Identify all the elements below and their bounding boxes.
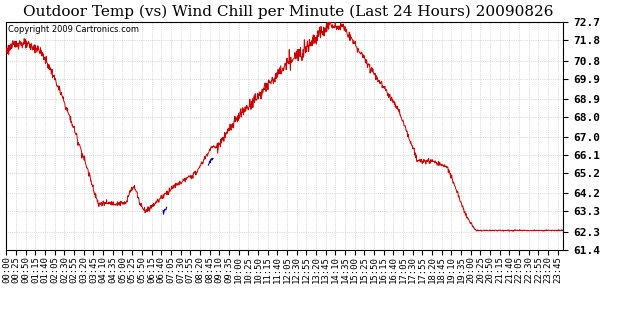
Text: Outdoor Temp (vs) Wind Chill per Minute (Last 24 Hours) 20090826: Outdoor Temp (vs) Wind Chill per Minute … [23, 5, 553, 19]
Text: Copyright 2009 Cartronics.com: Copyright 2009 Cartronics.com [8, 25, 138, 34]
